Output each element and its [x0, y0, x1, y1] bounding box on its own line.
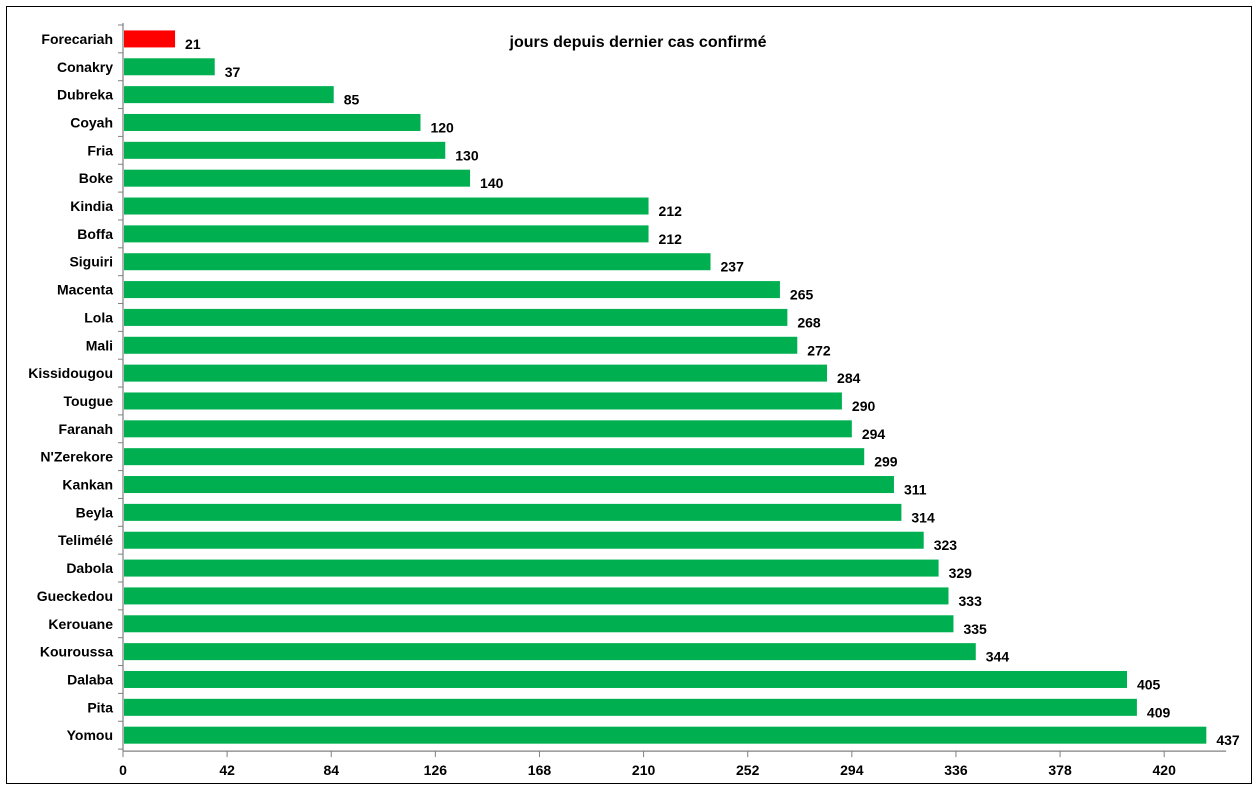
value-label: 212	[659, 203, 683, 219]
category-label: Boffa	[77, 226, 113, 242]
category-label: Kindia	[70, 198, 113, 214]
category-label: Dabola	[66, 560, 113, 576]
value-label: 299	[874, 454, 898, 470]
value-label: 437	[1216, 732, 1240, 748]
category-label: N'Zerekore	[40, 449, 113, 465]
value-label: 290	[852, 398, 876, 414]
x-tick-label: 84	[323, 762, 339, 778]
bar-21	[124, 615, 954, 633]
x-tick-label: 420	[1153, 762, 1177, 778]
x-tick-label: 252	[736, 762, 760, 778]
value-label: 314	[911, 509, 935, 525]
bar-12	[124, 364, 828, 382]
value-label: 272	[807, 342, 831, 358]
category-label: Faranah	[59, 421, 113, 437]
value-label: 21	[185, 36, 201, 52]
value-label: 409	[1147, 704, 1171, 720]
bar-8	[124, 253, 711, 271]
value-label: 284	[837, 370, 861, 386]
bar-10	[124, 308, 788, 326]
category-label: Kissidougou	[28, 365, 113, 381]
bar-23	[124, 670, 1127, 688]
category-label: Kouroussa	[40, 644, 113, 660]
bar-18	[124, 531, 924, 549]
category-label: Macenta	[57, 282, 113, 298]
x-tick-label: 336	[944, 762, 968, 778]
category-label: Boke	[79, 170, 113, 186]
bar-3	[124, 113, 421, 131]
value-label: 140	[480, 175, 504, 191]
category-label: Gueckedou	[37, 588, 113, 604]
value-label: 294	[862, 426, 886, 442]
value-label: 333	[959, 593, 983, 609]
bars-group	[124, 30, 1207, 744]
x-tick-label: 42	[219, 762, 235, 778]
bar-24	[124, 698, 1137, 716]
bar-17	[124, 503, 902, 521]
category-labels: Forecariah Conakry Dubreka Coyah Fria Boke Kin…	[28, 31, 113, 743]
category-label: Kankan	[62, 477, 113, 493]
category-label: Dubreka	[57, 87, 113, 103]
value-label: 311	[904, 482, 927, 498]
x-tick-label: 0	[119, 762, 127, 778]
bar-16	[124, 476, 894, 494]
category-label: Mali	[86, 337, 113, 353]
x-tick-label: 126	[424, 762, 448, 778]
tick-labels: 0 42 84 126 168 210 252 294 336 378 420	[119, 762, 1176, 778]
x-tick-label: 168	[528, 762, 552, 778]
category-label: Telimélé	[58, 532, 113, 548]
value-label: 120	[430, 119, 454, 135]
category-label: Siguiri	[69, 254, 113, 270]
value-label: 335	[963, 621, 987, 637]
category-label: Dalaba	[67, 671, 113, 687]
value-label: 265	[790, 287, 814, 303]
bar-5	[124, 169, 471, 187]
value-label: 329	[949, 565, 973, 581]
bar-2	[124, 86, 334, 104]
bar-15	[124, 448, 865, 466]
value-label: 344	[986, 649, 1010, 665]
category-label: Conakry	[57, 59, 113, 75]
value-label: 405	[1137, 676, 1161, 692]
bar-7	[124, 225, 649, 243]
value-label: 130	[455, 147, 479, 163]
category-label: Lola	[84, 309, 113, 325]
category-label: Yomou	[67, 727, 113, 743]
axes	[118, 23, 1227, 758]
category-label: Coyah	[70, 114, 113, 130]
value-label: 268	[797, 314, 821, 330]
x-tick-label: 210	[632, 762, 656, 778]
value-label: 85	[344, 92, 360, 108]
x-tick-label: 378	[1048, 762, 1072, 778]
category-label: Forecariah	[41, 31, 113, 47]
bar-22	[124, 643, 976, 661]
bar-0	[124, 30, 176, 48]
chart-title: jours depuis dernier cas confirmé	[509, 34, 767, 51]
bar-1	[124, 58, 215, 76]
x-tick-label: 294	[840, 762, 864, 778]
value-label: 212	[659, 231, 683, 247]
value-label: 323	[934, 537, 958, 553]
bar-11	[124, 336, 798, 354]
value-label: 237	[721, 259, 745, 275]
category-label: Kerouane	[48, 616, 113, 632]
category-label: Tougue	[63, 393, 113, 409]
bar-9	[124, 281, 780, 299]
bar-25	[124, 726, 1207, 744]
category-label: Pita	[87, 699, 113, 715]
bar-19	[124, 559, 939, 577]
bar-14	[124, 420, 852, 438]
value-label: 37	[225, 64, 241, 80]
bar-20	[124, 587, 949, 605]
category-label: Fria	[87, 142, 113, 158]
bar-6	[124, 197, 649, 215]
bar-13	[124, 392, 842, 410]
category-label: Beyla	[76, 504, 114, 520]
bar-4	[124, 141, 446, 159]
